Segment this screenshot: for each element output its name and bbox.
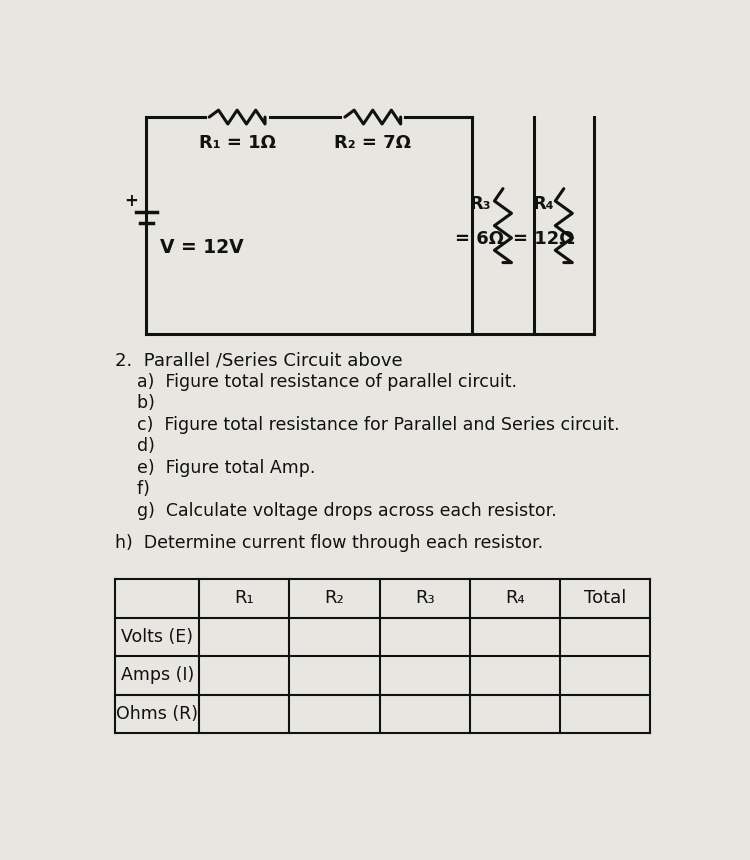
Text: g)  Calculate voltage drops across each resistor.: g) Calculate voltage drops across each r…: [116, 502, 557, 520]
Text: Ohms (R): Ohms (R): [116, 705, 198, 722]
Text: R₄: R₄: [532, 195, 554, 213]
Text: R₂ = 7Ω: R₂ = 7Ω: [334, 134, 411, 152]
Text: d): d): [116, 438, 155, 456]
Text: a)  Figure total resistance of parallel circuit.: a) Figure total resistance of parallel c…: [116, 372, 518, 390]
Text: h)  Determine current flow through each resistor.: h) Determine current flow through each r…: [116, 534, 544, 552]
Text: 2.  Parallel /Series Circuit above: 2. Parallel /Series Circuit above: [116, 351, 403, 369]
Text: = 6Ω: = 6Ω: [455, 230, 504, 249]
Text: Amps (I): Amps (I): [121, 666, 194, 685]
Text: R₃: R₃: [415, 589, 434, 607]
Text: +: +: [124, 192, 138, 210]
Text: e)  Figure total Amp.: e) Figure total Amp.: [116, 459, 316, 477]
Text: Volts (E): Volts (E): [122, 628, 194, 646]
Text: b): b): [116, 394, 155, 412]
Text: R₁ = 1Ω: R₁ = 1Ω: [199, 134, 276, 152]
Text: R₃: R₃: [469, 195, 490, 213]
Text: R₂: R₂: [325, 589, 344, 607]
Text: R₁: R₁: [235, 589, 254, 607]
Text: R₄: R₄: [505, 589, 525, 607]
Text: Total: Total: [584, 589, 626, 607]
Text: c)  Figure total resistance for Parallel and Series circuit.: c) Figure total resistance for Parallel …: [116, 416, 620, 433]
Text: = 12Ω: = 12Ω: [513, 230, 574, 249]
Text: f): f): [116, 481, 150, 499]
Text: V = 12V: V = 12V: [160, 238, 244, 257]
